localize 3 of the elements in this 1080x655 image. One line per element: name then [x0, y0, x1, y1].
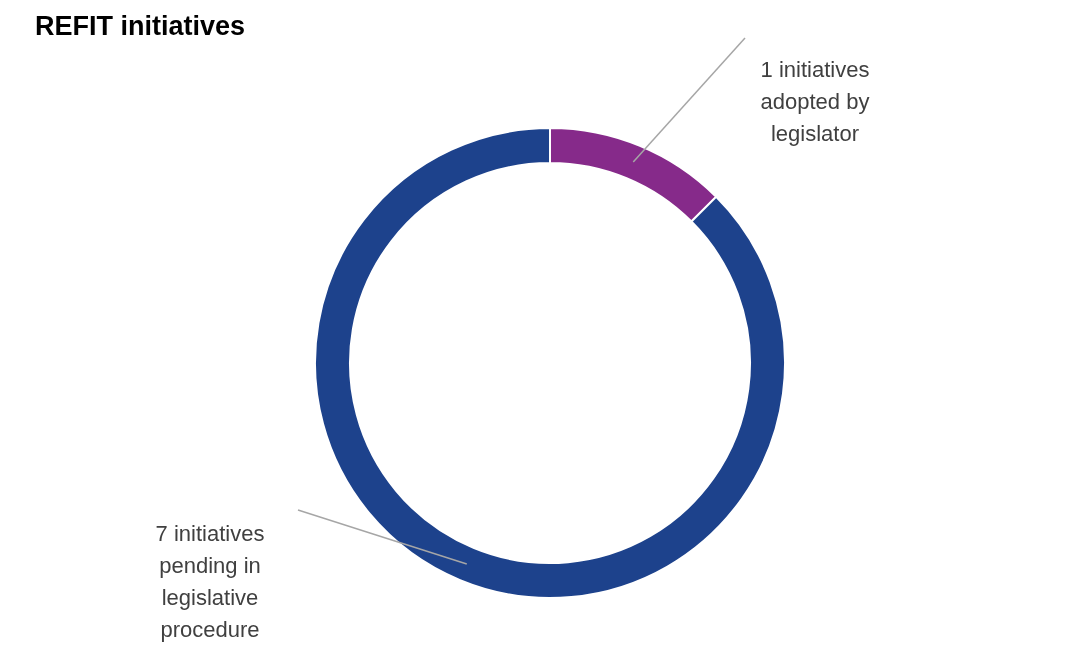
chart-title: REFIT initiatives — [35, 11, 246, 41]
slice-label: 1 initiatives adopted by legislator — [760, 57, 870, 147]
slice-label: 7 initiatives pending in legislative procedure — [155, 520, 265, 642]
